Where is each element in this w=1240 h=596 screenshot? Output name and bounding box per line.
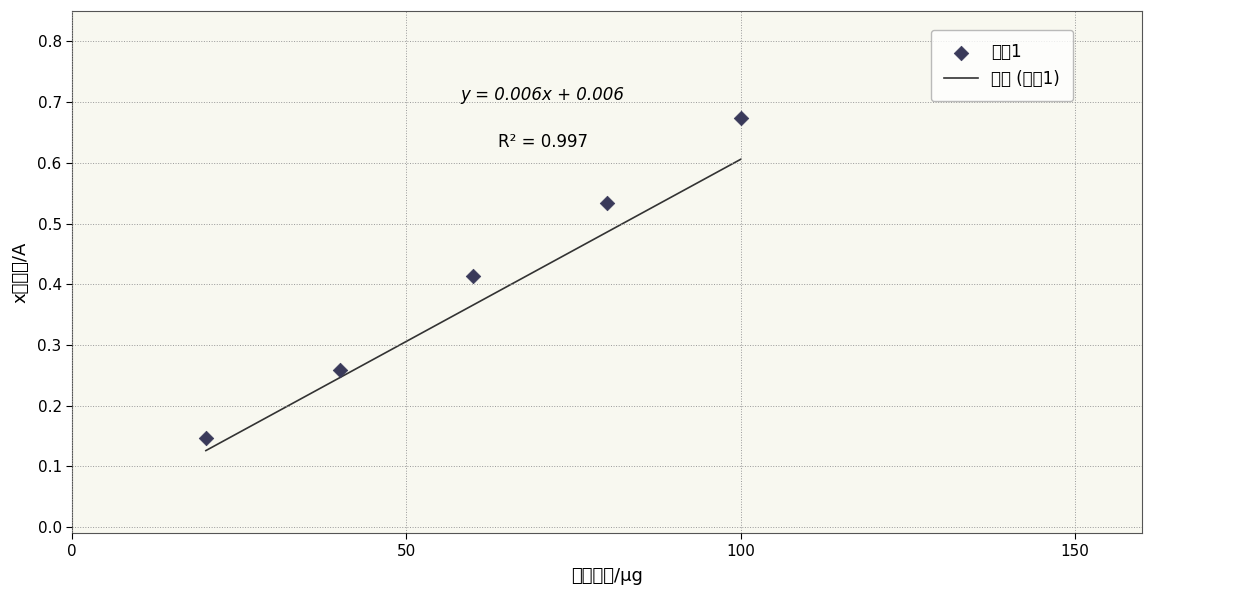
线性 (系列1) bbox=[219, 435, 234, 442]
Y-axis label: x吸光度/A: x吸光度/A bbox=[11, 241, 29, 303]
系列1 bbox=[730, 113, 750, 123]
线性 (系列1) bbox=[341, 370, 356, 377]
线性 (系列1) bbox=[688, 181, 703, 188]
线性 (系列1) bbox=[231, 430, 246, 437]
Legend: 系列1, 线性 (系列1): 系列1, 线性 (系列1) bbox=[931, 30, 1073, 101]
系列1 bbox=[598, 198, 618, 207]
Text: y = 0.006x + 0.006: y = 0.006x + 0.006 bbox=[461, 86, 625, 104]
X-axis label: 蛋白含量/μg: 蛋白含量/μg bbox=[572, 567, 644, 585]
线性 (系列1) bbox=[198, 447, 213, 454]
线性 (系列1) bbox=[298, 393, 312, 400]
系列1 bbox=[330, 366, 350, 375]
线性 (系列1) bbox=[707, 170, 722, 178]
Line: 线性 (系列1): 线性 (系列1) bbox=[206, 159, 740, 451]
系列1 bbox=[464, 271, 484, 281]
Text: R² = 0.997: R² = 0.997 bbox=[498, 133, 588, 151]
线性 (系列1) bbox=[733, 156, 748, 163]
系列1 bbox=[196, 434, 216, 443]
